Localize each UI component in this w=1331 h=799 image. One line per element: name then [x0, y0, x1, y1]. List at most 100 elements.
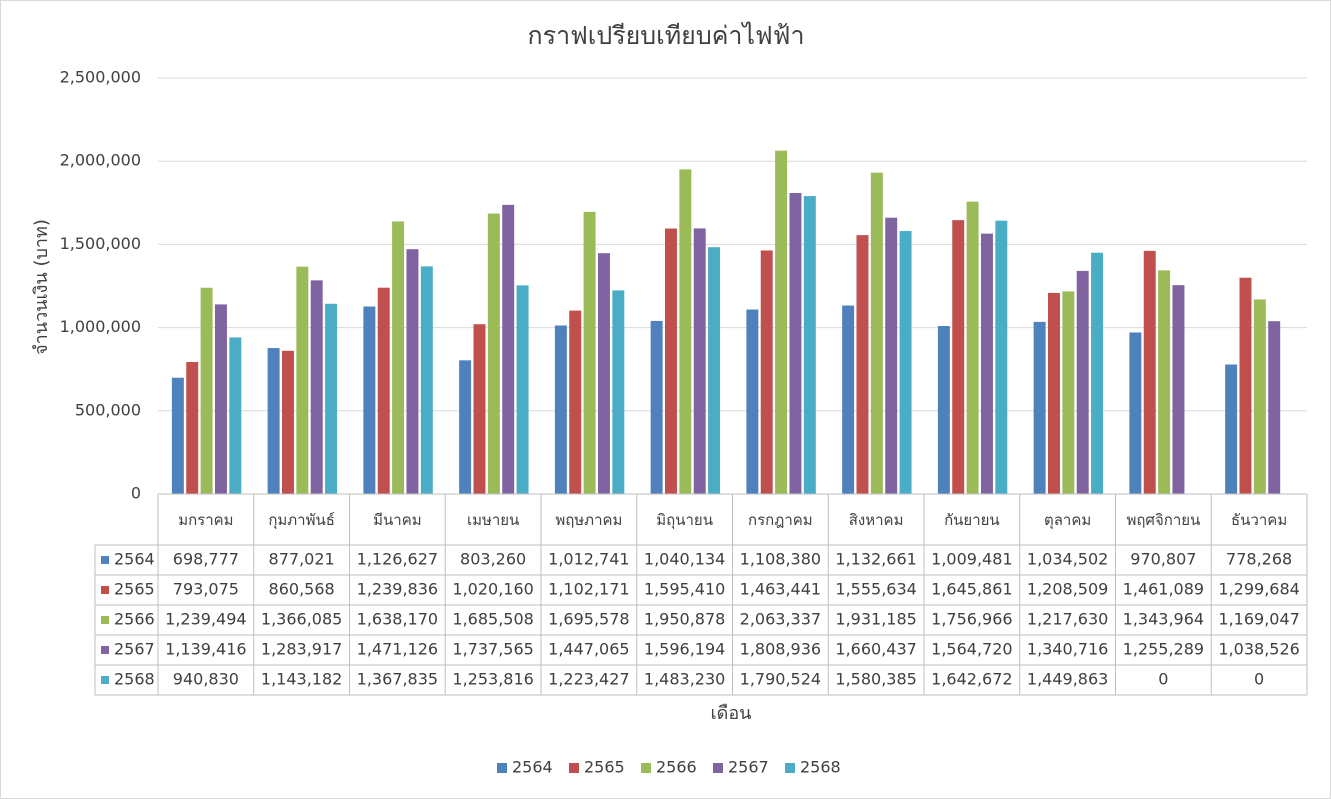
bar — [980, 233, 993, 494]
bar — [708, 247, 721, 494]
table-value: 1,931,185 — [835, 610, 916, 629]
table-value: 1,223,427 — [548, 670, 629, 689]
category-cell: พฤศจิกายน — [1126, 511, 1200, 529]
bar — [392, 221, 405, 494]
x-tick-label: มีนาคม — [373, 510, 422, 529]
table-value: 1,366,085 — [261, 610, 342, 629]
table-value: 1,102,171 — [548, 580, 629, 599]
legend-key — [569, 763, 579, 773]
table-value: 1,009,481 — [931, 550, 1012, 569]
table-value: 1,012,741 — [548, 550, 629, 569]
table-legend-key — [101, 586, 109, 594]
bar — [693, 228, 706, 495]
bar — [267, 348, 280, 494]
bar — [310, 280, 323, 494]
bar — [1158, 270, 1171, 494]
bar — [870, 172, 883, 494]
table-value: 1,580,385 — [835, 670, 916, 689]
x-tick-label: กรกฎาคม — [748, 510, 813, 529]
table-value: 1,449,863 — [1027, 670, 1108, 689]
bar — [664, 228, 677, 494]
table-value: 1,564,720 — [931, 640, 1012, 659]
bar — [296, 266, 309, 494]
table-value: 1,208,509 — [1027, 580, 1108, 599]
legend-label: 2568 — [800, 758, 841, 777]
bar — [1253, 299, 1266, 494]
table-value: 1,645,861 — [931, 580, 1012, 599]
bar — [377, 287, 390, 494]
bar — [171, 377, 184, 494]
table-value: 793,075 — [173, 580, 239, 599]
table-value: 860,568 — [269, 580, 335, 599]
bar — [760, 250, 773, 494]
legend-label: 2565 — [584, 758, 625, 777]
y-tick-label: 2,000,000 — [60, 151, 141, 170]
table-legend-key — [101, 616, 109, 624]
y-tick-label: 1,500,000 — [60, 234, 141, 253]
category-cell: ตุลาคม — [1043, 510, 1092, 529]
bar — [1062, 291, 1075, 494]
legend-key — [641, 763, 651, 773]
category-cell: สิงหาคม — [848, 510, 904, 529]
bar — [679, 169, 692, 494]
table-value: 1,040,134 — [644, 550, 725, 569]
bar — [459, 360, 472, 494]
x-axis-title: เดือน — [711, 703, 752, 724]
legend-label: 2567 — [728, 758, 769, 777]
table-value: 1,660,437 — [835, 640, 916, 659]
table-value: 1,790,524 — [740, 670, 821, 689]
bar — [1076, 270, 1089, 494]
x-tick-label: ตุลาคม — [1043, 510, 1092, 529]
bar — [650, 320, 663, 494]
bar — [502, 204, 515, 494]
bar — [789, 192, 802, 494]
bar — [952, 220, 965, 494]
table-value: 1,756,966 — [931, 610, 1012, 629]
table-series-name: 2564 — [114, 550, 155, 569]
bar — [281, 350, 294, 494]
table-value: 1,239,836 — [357, 580, 438, 599]
table-value: 1,299,684 — [1218, 580, 1299, 599]
x-tick-label: พฤษภาคม — [555, 510, 623, 529]
table-value: 1,343,964 — [1123, 610, 1204, 629]
table-series-name: 2567 — [114, 640, 155, 659]
category-cell: กรกฎาคม — [748, 510, 813, 529]
table-value: 1,169,047 — [1218, 610, 1299, 629]
table-value: 803,260 — [460, 550, 526, 569]
table-value: 877,021 — [269, 550, 335, 569]
bar — [1172, 285, 1185, 494]
table-value: 0 — [1254, 670, 1264, 689]
x-tick-label: สิงหาคม — [848, 510, 904, 529]
legend-key — [497, 763, 507, 773]
table-value: 0 — [1158, 670, 1168, 689]
table-value: 970,807 — [1130, 550, 1196, 569]
y-tick-label: 2,500,000 — [60, 68, 141, 87]
table-value: 1,108,380 — [740, 550, 821, 569]
category-cell: กุมภาพันธ์ — [268, 510, 335, 529]
table-value: 1,139,416 — [165, 640, 246, 659]
table-value: 1,461,089 — [1123, 580, 1204, 599]
table-value: 1,737,565 — [452, 640, 533, 659]
bar — [1143, 250, 1156, 494]
x-tick-label: กุมภาพันธ์ — [268, 510, 335, 529]
table-value: 1,253,816 — [452, 670, 533, 689]
bar — [842, 305, 855, 494]
legend-key — [713, 763, 723, 773]
table-value: 1,463,441 — [740, 580, 821, 599]
bar — [937, 326, 950, 494]
table-value: 1,217,630 — [1027, 610, 1108, 629]
table-value: 1,255,289 — [1123, 640, 1204, 659]
bar — [516, 285, 529, 494]
table-value: 2,063,337 — [740, 610, 821, 629]
bar — [612, 290, 625, 494]
bar — [1268, 321, 1281, 494]
table-value: 1,132,661 — [835, 550, 916, 569]
table-value: 1,950,878 — [644, 610, 725, 629]
category-cell: เมษายน — [467, 511, 519, 529]
table-value: 778,268 — [1226, 550, 1292, 569]
table-legend-key — [101, 556, 109, 564]
table-value: 1,642,672 — [931, 670, 1012, 689]
bar — [746, 309, 759, 494]
bar — [1091, 252, 1104, 494]
x-tick-label: มกราคม — [178, 510, 234, 529]
